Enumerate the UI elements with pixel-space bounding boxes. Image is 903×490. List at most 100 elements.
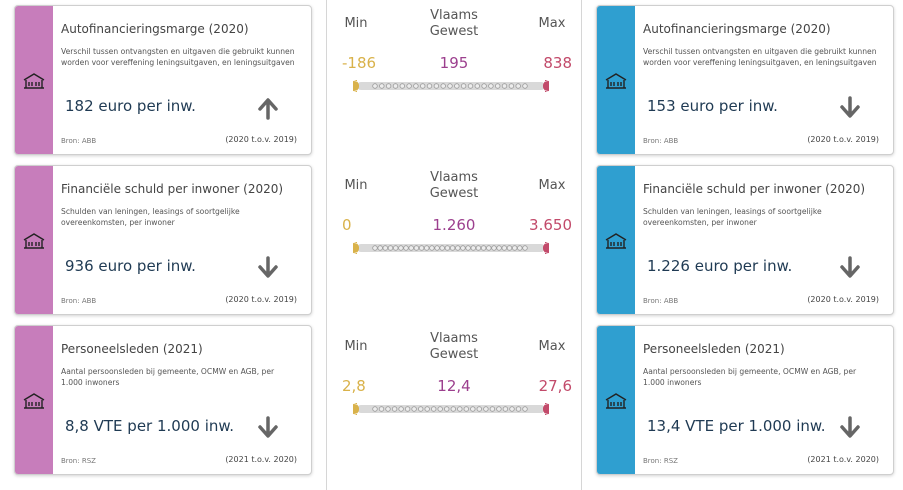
municipality-dot <box>439 245 445 251</box>
municipality-dot <box>398 245 404 251</box>
municipality-dot <box>385 83 392 89</box>
comparison-autofinancieringsmarge: Min Vlaams Gewest Max -186 195 838 <box>336 6 572 106</box>
min-value: -186 <box>342 54 377 72</box>
municipality-dot <box>382 245 388 251</box>
municipality-dot <box>496 406 502 412</box>
municipality-building-icon <box>605 393 627 409</box>
indicator-card-autofinancieringsmarge-right[interactable]: Autofinancieringsmarge (2020) Verschil t… <box>596 5 894 155</box>
municipality-dot <box>450 406 456 412</box>
card-value: 1.226 euro per inw. <box>647 257 793 275</box>
distribution-bar <box>353 403 549 415</box>
municipality-dot <box>522 245 528 251</box>
min-marker-cap <box>353 404 359 414</box>
municipality-dot <box>434 245 440 251</box>
municipality-dot <box>476 406 482 412</box>
gewest-label: Vlaams Gewest <box>429 331 479 362</box>
municipality-dot <box>515 406 522 412</box>
municipality-dot <box>372 406 378 412</box>
min-value: 0 <box>342 216 352 234</box>
card-period: (2020 t.o.v. 2019) <box>807 135 879 144</box>
gewest-label: Vlaams Gewest <box>429 8 479 39</box>
max-label: Max <box>538 339 566 354</box>
municipality-building-icon <box>23 233 45 249</box>
municipality-dot <box>430 406 437 412</box>
municipality-dot <box>483 406 489 412</box>
card-period: (2020 t.o.v. 2019) <box>225 295 297 304</box>
card-title: Autofinancieringsmarge (2020) <box>643 22 831 36</box>
municipality-dot <box>481 83 487 89</box>
max-label: Max <box>538 16 566 31</box>
municipality-dot <box>391 406 398 412</box>
max-marker-cap <box>543 81 549 91</box>
municipality-dot <box>419 83 426 89</box>
card-period: (2021 t.o.v. 2020) <box>807 455 879 464</box>
municipality-dot <box>372 83 378 89</box>
max-value: 3.650 <box>529 216 572 234</box>
card-period: (2020 t.o.v. 2019) <box>225 135 297 144</box>
min-label: Min <box>344 178 368 193</box>
municipality-dot <box>403 245 409 251</box>
distribution-bar <box>353 242 549 254</box>
column-divider-right <box>581 0 582 490</box>
municipality-dot <box>522 406 528 412</box>
municipality-dot <box>474 83 480 89</box>
max-marker-cap <box>543 404 549 414</box>
municipality-dot <box>372 245 378 251</box>
card-accent-stripe <box>15 166 53 314</box>
gewest-value: 1.260 <box>432 216 476 234</box>
municipality-dot <box>509 406 515 412</box>
municipality-dot <box>496 245 502 251</box>
municipality-dot <box>508 83 515 89</box>
municipality-dot <box>423 245 430 251</box>
indicator-card-personeelsleden-left[interactable]: Personeelsleden (2021) Aantal persoonsle… <box>14 325 312 475</box>
indicator-card-personeelsleden-right[interactable]: Personeelsleden (2021) Aantal persoonsle… <box>596 325 894 475</box>
indicator-card-financiele-schuld-right[interactable]: Financiële schuld per inwoner (2020) Sch… <box>596 165 894 315</box>
card-accent-stripe <box>15 326 53 474</box>
municipality-dot <box>470 406 476 412</box>
gewest-value: 12,4 <box>437 377 471 395</box>
municipality-dot <box>491 245 497 251</box>
municipality-dot <box>494 83 501 89</box>
card-title: Financiële schuld per inwoner (2020) <box>643 182 866 196</box>
card-description: Schulden van leningen, leasings of soort… <box>643 207 822 227</box>
municipality-dot <box>429 245 435 251</box>
municipality-dot <box>443 406 450 412</box>
card-description: Verschil tussen ontvangsten en uitgaven … <box>643 47 877 67</box>
municipality-dot <box>398 406 404 412</box>
card-accent-stripe <box>15 6 53 154</box>
card-description: Verschil tussen ontvangsten en uitgaven … <box>61 47 295 67</box>
card-period: (2021 t.o.v. 2020) <box>225 455 297 464</box>
municipality-dot <box>413 245 420 251</box>
indicator-card-financiele-schuld-left[interactable]: Financiële schuld per inwoner (2020) Sch… <box>14 165 312 315</box>
card-source: Bron: RSZ <box>643 457 678 465</box>
card-accent-stripe <box>597 326 635 474</box>
card-title: Autofinancieringsmarge (2020) <box>61 22 249 36</box>
card-value: 153 euro per inw. <box>647 97 778 115</box>
municipality-dot <box>411 406 417 412</box>
indicator-card-autofinancieringsmarge-left[interactable]: Autofinancieringsmarge (2020) Verschil t… <box>14 5 312 155</box>
municipality-dot <box>511 245 518 251</box>
municipality-dot <box>463 406 469 412</box>
min-label: Min <box>344 16 368 31</box>
municipality-dot <box>424 406 430 412</box>
municipality-dot <box>437 406 443 412</box>
municipality-dot <box>404 406 411 412</box>
municipality-dot <box>387 245 394 251</box>
municipality-building-icon <box>23 393 45 409</box>
min-label: Min <box>344 339 368 354</box>
card-source: Bron: ABB <box>643 297 679 305</box>
card-value: 182 euro per inw. <box>65 97 196 115</box>
card-title: Financiële schuld per inwoner (2020) <box>61 182 284 196</box>
municipality-dot <box>517 245 523 251</box>
card-value: 936 euro per inw. <box>65 257 196 275</box>
municipality-dot <box>379 83 385 89</box>
municipality-dot <box>385 406 391 412</box>
card-value: 13,4 VTE per 1.000 inw. <box>647 417 826 435</box>
arrow-down-icon <box>840 256 860 278</box>
min-marker-cap <box>353 243 359 253</box>
card-accent-stripe <box>597 6 635 154</box>
card-title: Personeelsleden (2021) <box>643 342 785 356</box>
card-title: Personeelsleden (2021) <box>61 342 203 356</box>
municipality-dot <box>486 245 492 251</box>
